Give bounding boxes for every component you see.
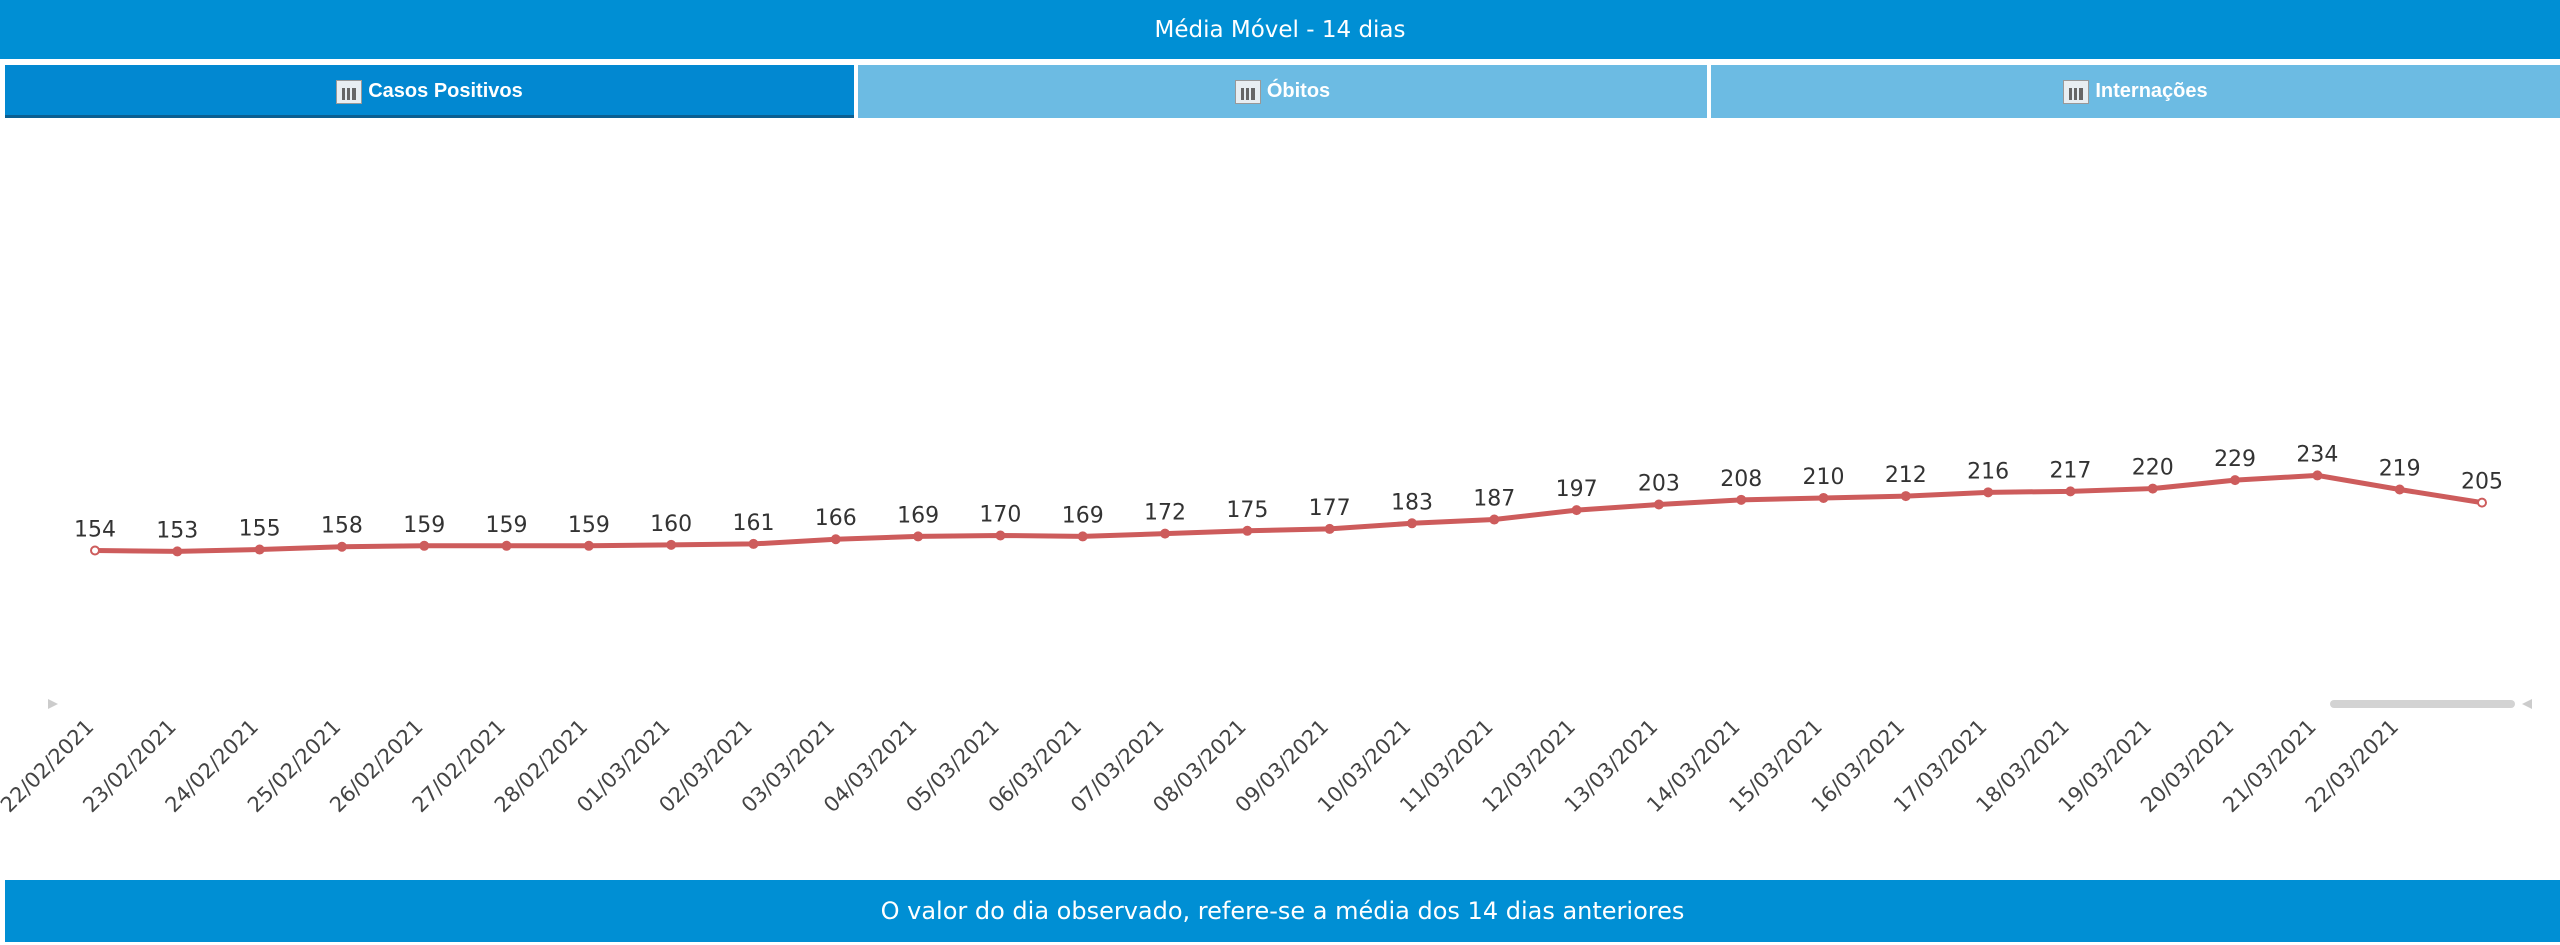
tab-label: Casos Positivos bbox=[368, 80, 523, 102]
tab-label: Internações bbox=[2095, 80, 2208, 102]
data-label: 169 bbox=[897, 503, 939, 528]
data-label: 160 bbox=[650, 512, 692, 537]
scroll-left[interactable] bbox=[48, 699, 58, 709]
scroll-right[interactable] bbox=[2522, 699, 2532, 709]
point bbox=[748, 538, 759, 549]
point bbox=[172, 546, 183, 557]
tab[interactable]: Casos Positivos bbox=[5, 65, 854, 118]
tabs: Casos Positivos Óbitos Internações bbox=[5, 65, 2560, 118]
data-label: 159 bbox=[403, 513, 445, 538]
point bbox=[1324, 523, 1335, 534]
line bbox=[94, 472, 2483, 554]
tab-icon bbox=[2063, 79, 2090, 104]
point bbox=[2312, 470, 2323, 481]
tab-label: Óbitos bbox=[1266, 80, 1331, 102]
point bbox=[1571, 505, 1582, 516]
data-label: 159 bbox=[486, 513, 528, 538]
data-label: 217 bbox=[2049, 458, 2091, 483]
point bbox=[1077, 531, 1088, 542]
point bbox=[1653, 499, 1664, 510]
footer: O valor do dia observado, refere-se a mé… bbox=[5, 880, 2560, 942]
point bbox=[1736, 494, 1747, 505]
data-label: 219 bbox=[2379, 457, 2421, 482]
data-label: 216 bbox=[1967, 459, 2009, 484]
footer-text: O valor do dia observado, refere-se a mé… bbox=[880, 897, 1685, 925]
tab[interactable]: Internações bbox=[1711, 65, 2560, 118]
data-label: 155 bbox=[239, 517, 281, 542]
data-label: 187 bbox=[1473, 487, 1515, 512]
point bbox=[336, 541, 347, 552]
point bbox=[2065, 486, 2076, 497]
data-label: 166 bbox=[815, 506, 857, 531]
tab[interactable]: Óbitos bbox=[858, 65, 1707, 118]
point bbox=[1160, 528, 1171, 539]
data-label: 175 bbox=[1226, 498, 1268, 523]
point bbox=[995, 530, 1006, 541]
point bbox=[1489, 514, 1500, 525]
point bbox=[666, 539, 677, 550]
point bbox=[419, 540, 430, 551]
data-label: 177 bbox=[1309, 496, 1351, 521]
point bbox=[254, 544, 265, 555]
data-label: 208 bbox=[1720, 467, 1762, 492]
point bbox=[913, 531, 924, 542]
data-label: 161 bbox=[732, 511, 774, 536]
header: Média Móvel - 14 dias bbox=[0, 0, 2560, 59]
data-label: 229 bbox=[2214, 447, 2256, 472]
header-title: Média Móvel - 14 dias bbox=[1154, 16, 1406, 43]
point bbox=[1242, 525, 1253, 536]
data-label: 169 bbox=[1062, 503, 1104, 528]
point bbox=[1406, 518, 1417, 529]
data-label: 212 bbox=[1885, 463, 1927, 488]
point bbox=[830, 534, 841, 545]
point bbox=[1818, 492, 1829, 503]
point bbox=[2394, 484, 2405, 495]
data-label: 197 bbox=[1556, 477, 1598, 502]
point bbox=[1983, 487, 1994, 498]
point bbox=[501, 540, 512, 551]
data-label: 154 bbox=[74, 517, 116, 542]
point bbox=[2147, 483, 2158, 494]
point bbox=[1900, 491, 1911, 502]
point bbox=[2477, 497, 2487, 508]
point bbox=[2230, 475, 2241, 486]
tab-icon bbox=[336, 79, 363, 104]
point bbox=[90, 545, 100, 556]
data-label: 159 bbox=[568, 513, 610, 538]
data-label: 172 bbox=[1144, 501, 1186, 526]
data-label: 170 bbox=[979, 502, 1021, 527]
tab-icon bbox=[1234, 79, 1261, 104]
data-label: 210 bbox=[1803, 465, 1845, 490]
data-label: 205 bbox=[2461, 470, 2503, 495]
data-label: 183 bbox=[1391, 490, 1433, 515]
point bbox=[583, 540, 594, 551]
scrollbar[interactable] bbox=[2330, 700, 2515, 708]
data-label: 220 bbox=[2132, 456, 2174, 481]
data-label: 234 bbox=[2296, 442, 2338, 467]
data-label: 158 bbox=[321, 514, 363, 539]
data-label: 203 bbox=[1638, 472, 1680, 497]
data-label: 153 bbox=[156, 518, 198, 543]
